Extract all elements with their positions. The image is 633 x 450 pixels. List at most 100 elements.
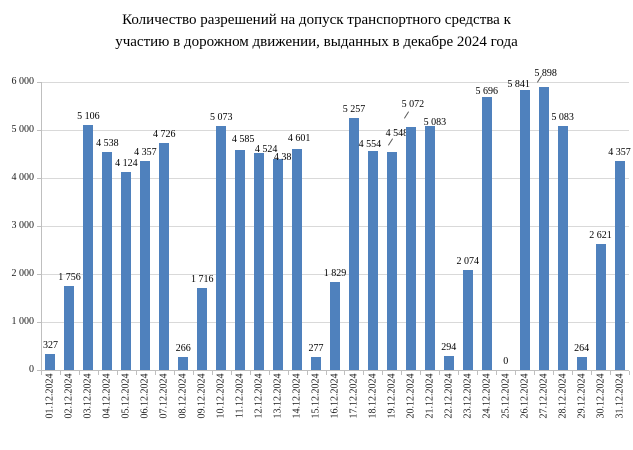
bar: [595, 244, 606, 370]
y-axis-tick: [37, 322, 41, 323]
bar-value-label: 277: [308, 342, 324, 354]
bar-value-label: 5 106: [77, 110, 100, 122]
x-axis-tick-label: 09.12.2024: [196, 373, 208, 419]
x-axis-tick-label: 05.12.2024: [120, 373, 132, 419]
bar: [330, 282, 340, 370]
y-axis-tick: [37, 274, 41, 275]
x-axis-tick: [534, 371, 536, 375]
bar: [235, 149, 246, 370]
bar: [557, 126, 568, 370]
x-axis-tick-label: 26.12.2024: [519, 373, 531, 419]
bar: [481, 96, 492, 370]
x-axis-tick-label: 14.12.2024: [291, 373, 303, 419]
x-axis-tick: [401, 371, 403, 375]
x-axis-tick: [420, 371, 422, 375]
x-axis-tick-label: 24.12.2024: [481, 373, 493, 419]
x-axis-tick: [268, 371, 270, 375]
x-axis-tick-label: 13.12.2024: [272, 373, 284, 419]
x-axis-tick-label: 15.12.2024: [310, 373, 322, 419]
x-axis-tick-label: 01.12.2024: [44, 373, 56, 419]
bar-value-label: 0: [503, 356, 509, 367]
x-axis-tick-label: 17.12.2024: [348, 373, 360, 419]
x-axis-tick: [173, 371, 175, 375]
bar: [140, 160, 151, 370]
bar: [216, 126, 227, 370]
bar-value-label: 5 841: [507, 78, 530, 90]
bar-value-label: 266: [175, 343, 191, 355]
bar: [538, 86, 549, 370]
bar-value-label: 264: [574, 343, 590, 355]
x-axis-tick-label: 19.12.2024: [386, 373, 398, 419]
bar-value-label: 4 726: [153, 129, 176, 141]
x-axis-tick-label: 21.12.2024: [424, 373, 436, 419]
bar-value-label: 1 756: [58, 271, 81, 283]
gridline: [41, 178, 629, 179]
bar: [614, 160, 625, 370]
x-axis-tick-label: 20.12.2024: [405, 373, 417, 419]
x-axis-tick-label: 02.12.2024: [63, 373, 75, 419]
x-axis-tick: [78, 371, 80, 375]
bar: [386, 151, 397, 370]
label-leader-line: [403, 110, 409, 119]
y-axis-tick-label: 4 000: [11, 172, 35, 183]
gridline: [41, 82, 629, 83]
bar-value-label: 5 257: [342, 103, 366, 115]
bar: [159, 143, 170, 370]
bar-value-label: 5 083: [423, 117, 447, 129]
x-axis-tick: [591, 371, 593, 375]
bar: [462, 270, 473, 370]
bar-value-label: 5 083: [551, 112, 574, 124]
gridline: [41, 226, 629, 227]
bar: [197, 287, 208, 370]
x-axis-tick-label: 04.12.2024: [101, 373, 113, 419]
x-axis-tick-label: 07.12.2024: [158, 373, 170, 419]
x-axis-line: [41, 370, 629, 371]
x-axis-tick: [287, 371, 289, 375]
x-axis-tick-label: 27.12.2024: [538, 373, 550, 419]
bar-value-label: 4 124: [115, 158, 138, 170]
x-axis-tick-label: 03.12.2024: [82, 373, 94, 419]
chart-title-line2: участию в дорожном движении, выданных в …: [115, 34, 518, 50]
x-axis-tick: [629, 371, 630, 375]
bar: [102, 152, 113, 370]
x-axis-tick: [97, 371, 99, 375]
x-axis-tick: [515, 371, 517, 375]
x-axis-tick: [211, 371, 213, 375]
x-axis-tick: [59, 371, 61, 375]
x-axis-tick: [325, 371, 327, 375]
bar-value-label: 5 072: [401, 98, 425, 110]
x-axis-tick: [439, 371, 441, 375]
bar: [273, 159, 284, 370]
bar: [405, 126, 416, 370]
y-axis-tick-label: 6 000: [11, 76, 35, 87]
x-axis-tick-label: 30.12.2024: [595, 373, 607, 419]
x-axis-tick: [477, 371, 479, 375]
bar-value-label: 4 601: [287, 133, 311, 145]
y-axis-tick: [37, 82, 41, 83]
chart-title-line1: Количество разрешений на допуск транспор…: [122, 12, 511, 28]
y-axis-tick: [37, 370, 41, 371]
x-axis-tick-label: 29.12.2024: [576, 373, 588, 419]
bar-value-label: 2 074: [456, 256, 480, 268]
bar-value-label: 4 548: [385, 127, 409, 139]
x-axis-tick: [154, 371, 156, 375]
bar: [443, 355, 454, 370]
bar-value-label: 4 554: [358, 139, 382, 151]
x-axis-tick-label: 12.12.2024: [253, 373, 265, 419]
x-axis-tick: [610, 371, 612, 375]
y-axis-tick: [37, 226, 41, 227]
y-axis-tick: [37, 130, 41, 131]
bar: [45, 354, 56, 370]
x-axis-tick-label: 28.12.2024: [557, 373, 569, 419]
bar-value-label: 4 538: [96, 138, 119, 150]
x-axis-tick-label: 31.12.2024: [614, 373, 626, 419]
x-axis-tick: [192, 371, 194, 375]
bar: [121, 172, 132, 370]
gridline: [41, 274, 629, 275]
x-axis-tick: [306, 371, 308, 375]
y-axis-tick: [37, 178, 41, 179]
bar: [64, 285, 75, 370]
bar-value-label: 1 829: [323, 268, 347, 280]
x-axis-tick-label: 11.12.2024: [234, 373, 246, 419]
